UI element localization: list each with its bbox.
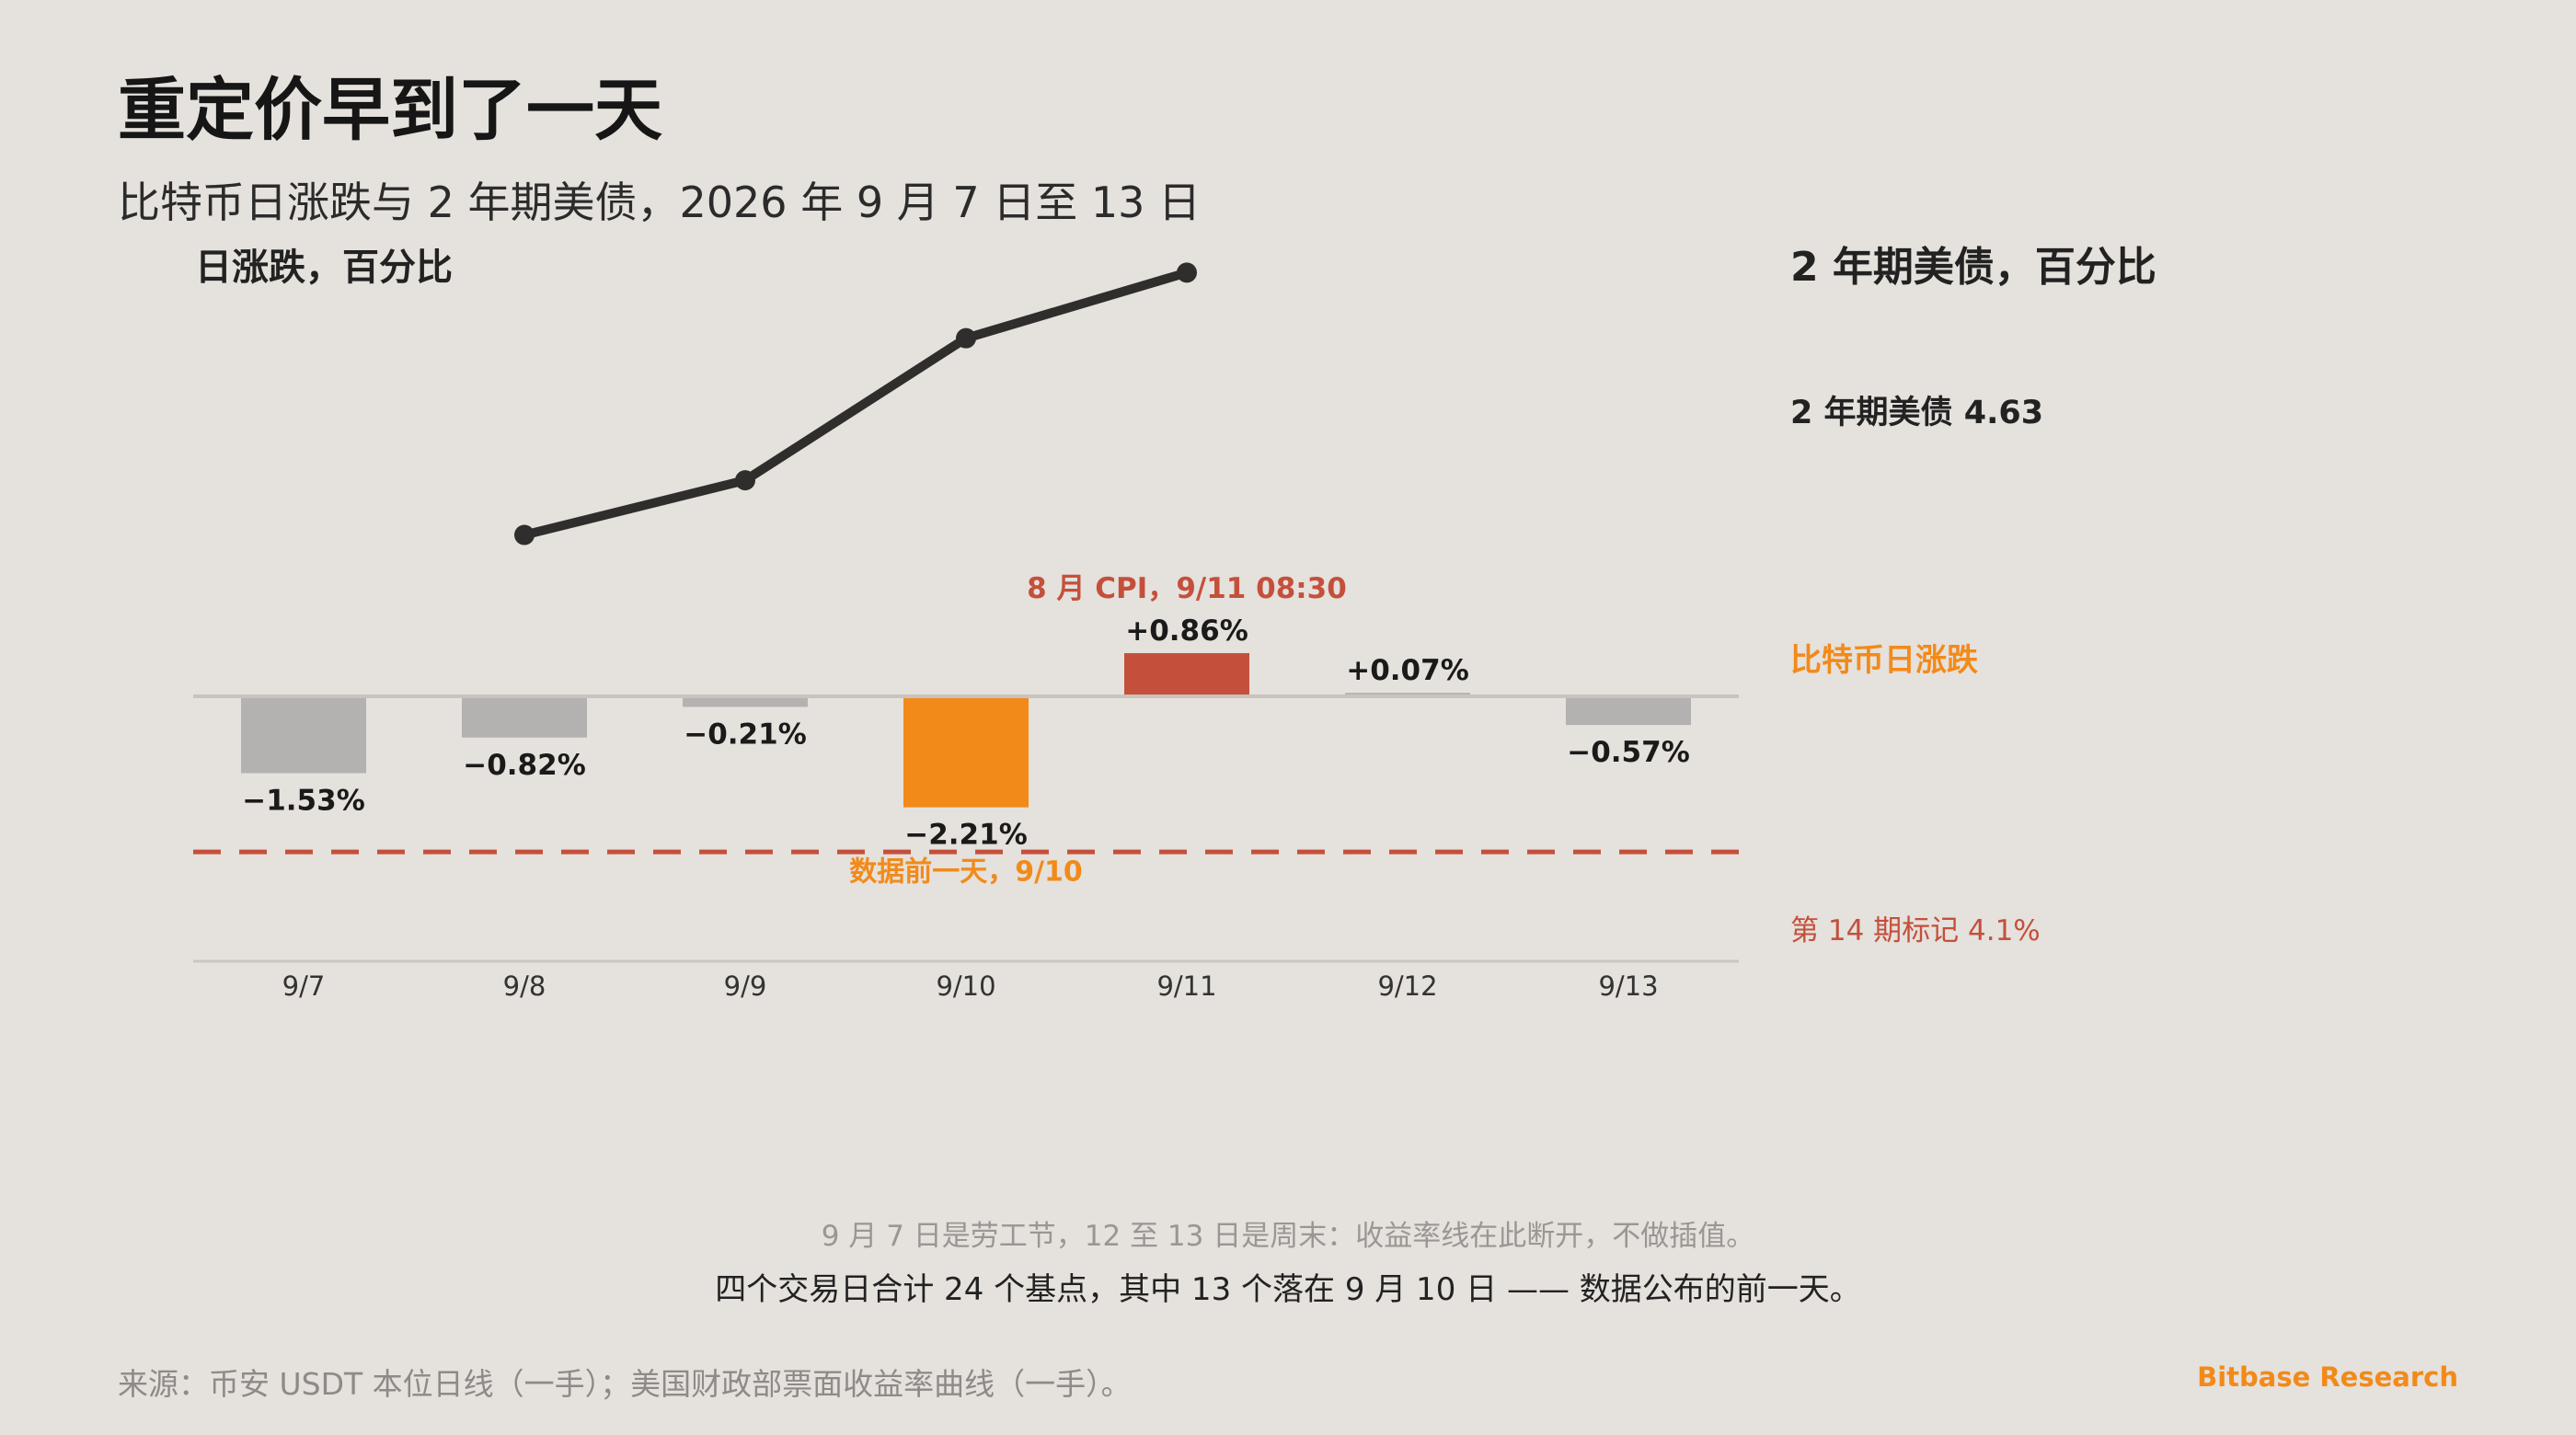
marker-line-label: 第 14 期标记 4.1% xyxy=(1790,914,2041,947)
bar-value-label: −2.21% xyxy=(904,819,1028,852)
right-axis-title: 2 年期美债，百分比 xyxy=(1790,244,2156,291)
bar-9-13 xyxy=(1566,696,1691,726)
note-summary: 四个交易日合计 24 个基点，其中 13 个落在 9 月 10 日 —— 数据公… xyxy=(715,1271,1861,1308)
bar-value-label: −0.57% xyxy=(1567,736,1690,769)
bar-9-7 xyxy=(241,696,366,774)
chart-subtitle: 比特币日涨跌与 2 年期美债，2026 年 9 月 7 日至 13 日 xyxy=(118,178,1201,227)
yield-line xyxy=(520,268,1191,540)
yield-end-label: 2 年期美债 4.63 xyxy=(1790,395,2044,431)
left-axis-title: 日涨跌，百分比 xyxy=(195,247,453,289)
x-tick-label: 9/8 xyxy=(503,970,546,1002)
x-tick-label: 9/12 xyxy=(1377,970,1437,1002)
cpi-annotation: 8 月 CPI，9/11 08:30 xyxy=(1027,572,1347,605)
x-tick-label: 9/7 xyxy=(282,970,326,1002)
pre-data-annotation: 数据前一天，9/10 xyxy=(849,856,1083,889)
chart-canvas: −1.53% −0.82% −0.21% −2.21% +0.86% +0.07% −0.5… xyxy=(193,262,1739,1002)
bar-9-10 xyxy=(903,696,1029,808)
bar-value-label: −0.82% xyxy=(463,749,586,782)
yield-point-9-9 xyxy=(735,470,755,491)
source-note: 来源：币安 USDT 本位日线（一手）；美国财政部票面收益率曲线（一手）。 xyxy=(118,1366,1132,1402)
x-tick-label: 9/11 xyxy=(1156,970,1216,1002)
bar-value-label: −0.21% xyxy=(684,718,807,751)
bar-value-label: +0.86% xyxy=(1125,614,1248,648)
bar-group xyxy=(241,653,1691,808)
bar-value-label: +0.07% xyxy=(1346,654,1469,687)
brand-logo-text: Bitbase Research xyxy=(2197,1361,2458,1393)
bar-label-group: −1.53% −0.82% −0.21% −2.21% +0.86% +0.07% −0.5… xyxy=(242,614,1690,852)
yield-point-group xyxy=(514,262,1197,545)
bar-9-8 xyxy=(462,696,587,738)
bar-9-11 xyxy=(1124,653,1249,696)
note-gap-explanation: 9 月 7 日是劳工节，12 至 13 日是周末：收益率线在此断开，不做插值。 xyxy=(821,1220,1755,1253)
chart-title: 重定价早到了一天 xyxy=(118,71,662,150)
yield-point-9-10 xyxy=(956,327,976,349)
bar-value-label: −1.53% xyxy=(242,785,365,818)
btc-series-label: 比特币日涨跌 xyxy=(1790,642,1978,679)
x-tick-label: 9/13 xyxy=(1598,970,1658,1002)
yield-point-9-8 xyxy=(514,524,535,545)
yield-point-9-11 xyxy=(1177,262,1197,283)
x-tick-label: 9/10 xyxy=(936,970,995,1002)
x-tick-label: 9/9 xyxy=(724,970,767,1002)
bar-9-9 xyxy=(683,696,808,707)
x-tick-group: 9/7 9/8 9/9 9/10 9/11 9/12 9/13 xyxy=(282,970,1659,1002)
